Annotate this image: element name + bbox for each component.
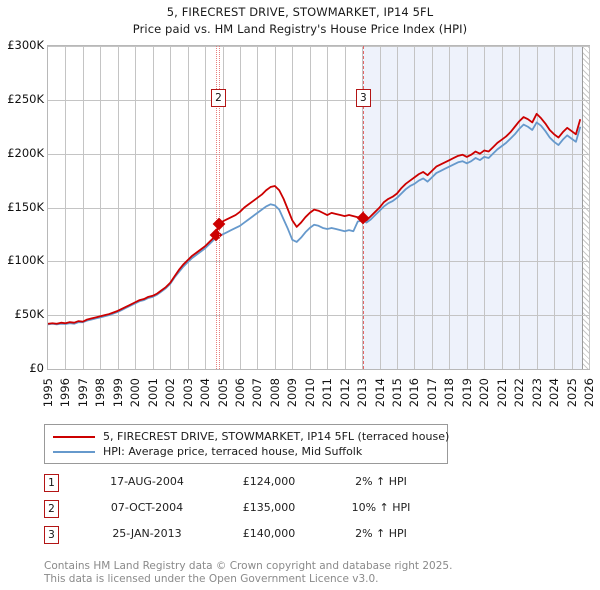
transaction-price: £140,000 — [242, 527, 296, 540]
x-axis-tick: 2009 — [285, 378, 300, 408]
transaction-price: £135,000 — [242, 501, 296, 514]
chart-legend: 5, FIRECREST DRIVE, STOWMARKET, IP14 5FL… — [44, 424, 449, 464]
transaction-index-badge: 1 — [44, 474, 59, 492]
event-vertical-line — [216, 46, 218, 369]
transaction-date: 25-JAN-2013 — [112, 527, 182, 540]
x-axis-tick: 1997 — [75, 378, 90, 408]
x-axis-tick: 2007 — [250, 378, 265, 408]
x-axis-tick: 2001 — [145, 378, 160, 408]
series-lines — [48, 46, 589, 369]
x-axis-tick: 2022 — [512, 378, 527, 408]
event-index-badge[interactable]: 3 — [355, 89, 371, 107]
x-axis-tick: 2013 — [355, 378, 370, 408]
transactions-table: 1 17-AUG-2004 £124,000 2% ↑ HPI 2 07-OCT… — [44, 472, 464, 550]
transaction-index-badge: 2 — [44, 500, 59, 518]
transaction-date: 17-AUG-2004 — [110, 475, 184, 488]
legend-label-hpi: HPI: Average price, terraced house, Mid … — [103, 445, 363, 458]
legend-item-hpi: HPI: Average price, terraced house, Mid … — [53, 444, 439, 459]
x-axis-tick: 1999 — [110, 378, 125, 408]
legend-swatch-hpi — [53, 450, 95, 453]
transaction-hpi-delta: 2% ↑ HPI — [355, 527, 407, 540]
table-row: 2 07-OCT-2004 £135,000 10% ↑ HPI — [44, 498, 464, 524]
x-axis-tick: 1996 — [58, 378, 73, 408]
x-axis-tick: 1995 — [41, 378, 55, 408]
transaction-date: 07-OCT-2004 — [110, 501, 184, 514]
x-axis-tick: 2020 — [477, 378, 492, 408]
x-axis-tick: 2003 — [180, 378, 195, 408]
y-axis-tick: £200K — [7, 145, 44, 160]
x-axis-tick: 2014 — [372, 378, 387, 408]
x-axis-tick: 2017 — [424, 378, 439, 408]
x-axis-tick: 2004 — [198, 378, 213, 408]
table-row: 3 25-JAN-2013 £140,000 2% ↑ HPI — [44, 524, 464, 550]
x-axis-tick: 2016 — [407, 378, 422, 408]
x-axis-tick: 2026 — [582, 378, 596, 408]
chart-subtitle: Price paid vs. HM Land Registry's House … — [132, 22, 468, 36]
transaction-hpi-delta: 2% ↑ HPI — [355, 475, 407, 488]
legend-label-property: 5, FIRECREST DRIVE, STOWMARKET, IP14 5FL… — [103, 430, 450, 443]
x-axis-tick: 2012 — [337, 378, 352, 408]
x-axis-tick: 2021 — [494, 378, 509, 408]
legend-swatch-property — [53, 435, 95, 438]
x-axis-tick: 2005 — [215, 378, 230, 408]
y-axis-tick: £0 — [29, 361, 44, 375]
chart-title: 5, FIRECREST DRIVE, STOWMARKET, IP14 5FL — [166, 5, 434, 19]
y-axis-tick: £100K — [7, 253, 44, 268]
event-vertical-line — [218, 46, 220, 369]
x-axis-tick: 2002 — [163, 378, 178, 408]
page-title: 5, FIRECREST DRIVE, STOWMARKET, IP14 5FL… — [0, 4, 600, 38]
transaction-index-badge: 3 — [44, 526, 59, 544]
y-axis-tick: £250K — [7, 91, 44, 106]
x-axis-tick: 2019 — [459, 378, 474, 408]
x-axis-tick: 2018 — [442, 378, 457, 408]
x-axis-tick: 2023 — [529, 378, 544, 408]
y-axis-tick: £300K — [7, 38, 44, 52]
y-axis-tick: £50K — [14, 307, 45, 322]
x-axis-tick: 2024 — [547, 378, 562, 408]
event-vertical-line — [363, 46, 365, 369]
legend-item-property: 5, FIRECREST DRIVE, STOWMARKET, IP14 5FL… — [53, 429, 449, 444]
attribution-footer: Contains HM Land Registry data © Crown c… — [44, 560, 564, 585]
x-axis-labels: 1995 1996 1997 1998 1999 2000 2001 2002 2003 2004… — [41, 378, 596, 426]
x-axis-tick: 2008 — [267, 378, 282, 408]
x-axis-tick: 2000 — [128, 378, 143, 408]
x-axis-tick: 2006 — [232, 378, 247, 408]
x-axis-tick: 1998 — [93, 378, 108, 408]
event-index-badge[interactable]: 2 — [211, 89, 226, 107]
table-row: 1 17-AUG-2004 £124,000 2% ↑ HPI — [44, 472, 464, 498]
copyright-line: Contains HM Land Registry data © Crown c… — [44, 560, 453, 572]
x-axis-tick: 2015 — [390, 378, 405, 408]
licence-line: This data is licensed under the Open Gov… — [44, 572, 379, 585]
x-axis-tick: 2025 — [564, 378, 579, 408]
x-axis-tick: 2010 — [302, 378, 317, 408]
transaction-price: £124,000 — [242, 475, 296, 488]
transaction-hpi-delta: 10% ↑ HPI — [351, 501, 411, 514]
y-axis-tick: £150K — [7, 199, 44, 214]
x-axis-tick: 2011 — [320, 378, 335, 408]
